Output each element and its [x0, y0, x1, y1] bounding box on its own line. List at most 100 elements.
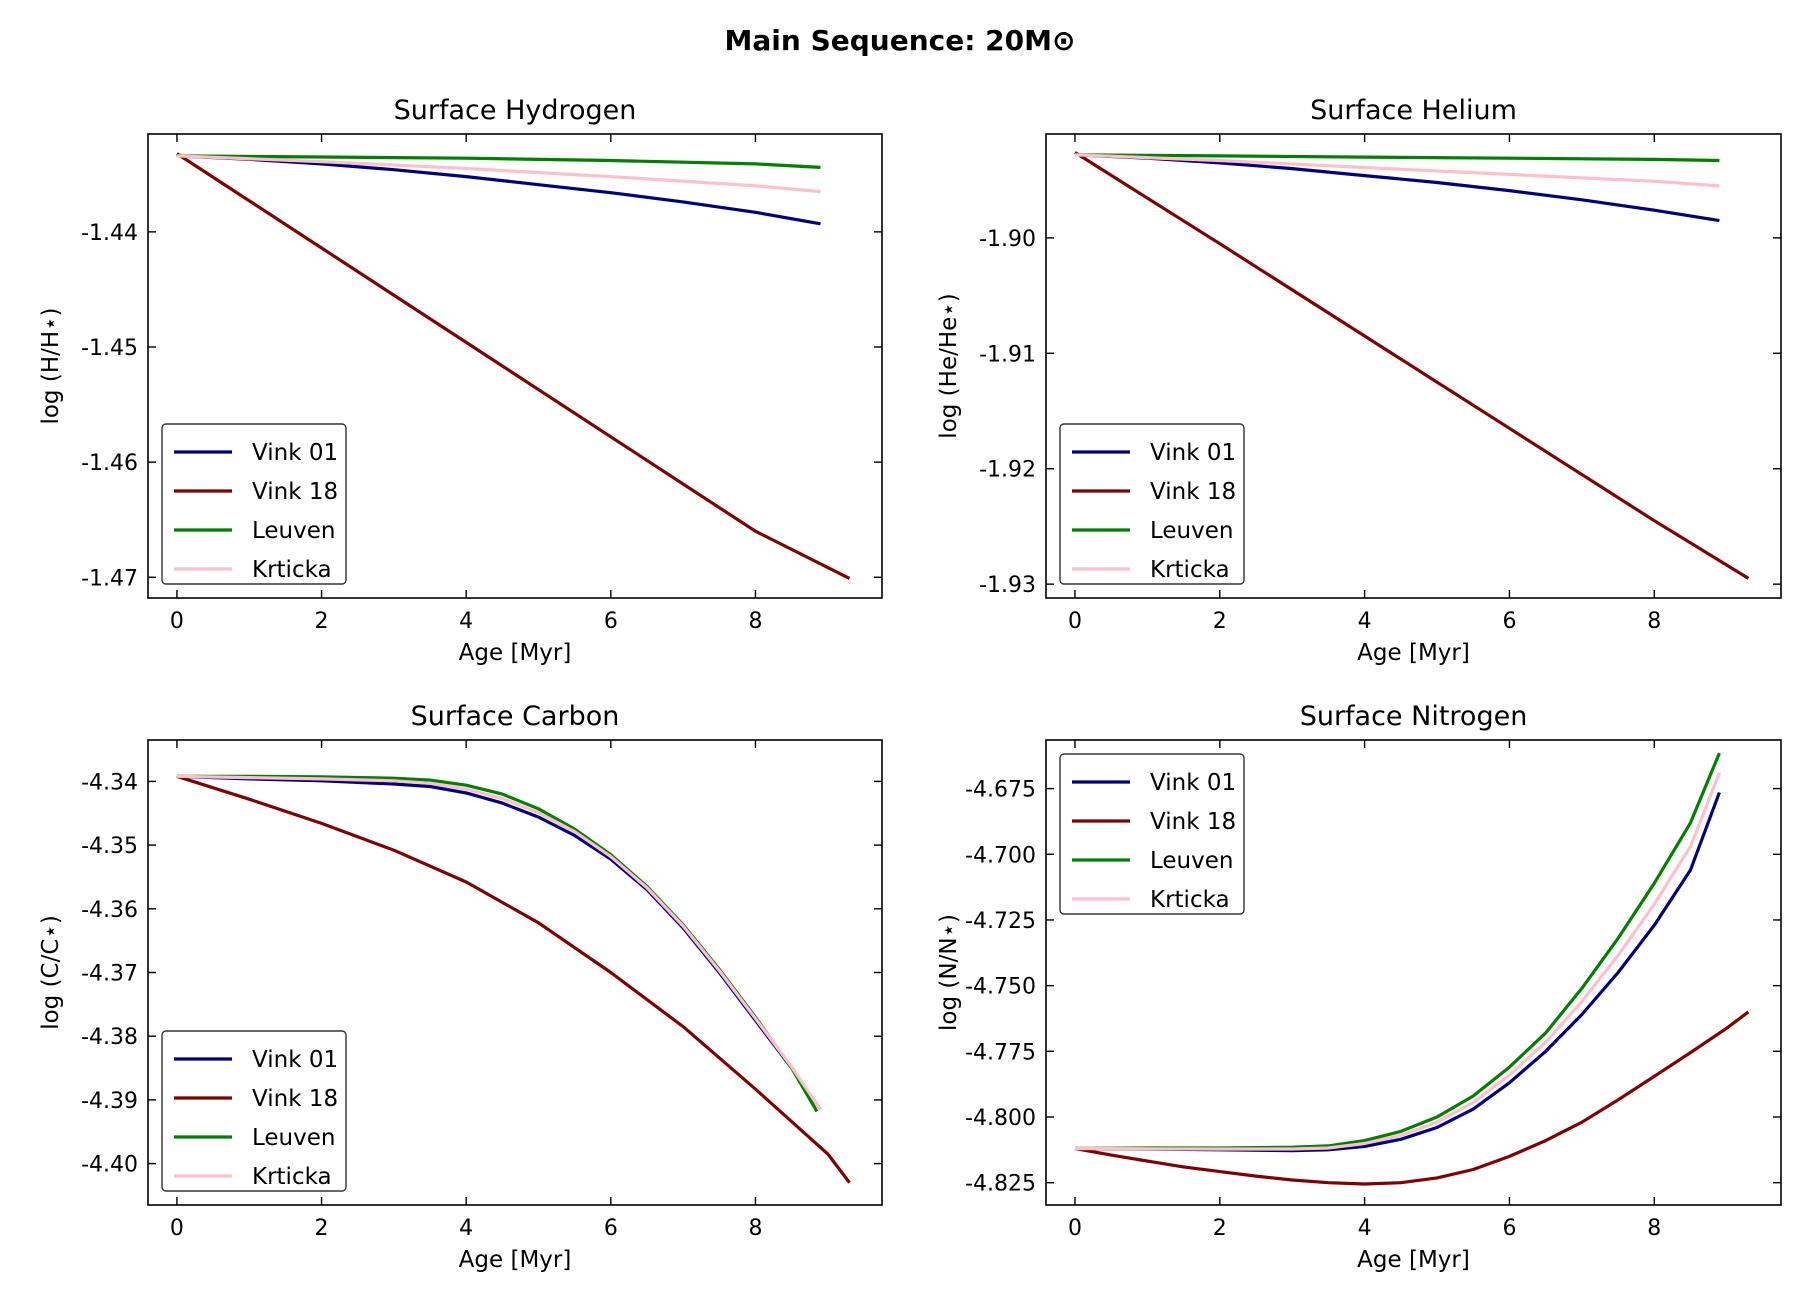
- subplot-2: 0 2 4 6 8 -1.90 -1.91 -1.92 -1.93 Surface Helium A…: [936, 95, 1782, 666]
- subplot-grid: 0 2 4 6 8 -1.44 -1.45 -1.46 -1.47 Surface Hydroge…: [38, 95, 1782, 1273]
- x-tick-label: 8: [1647, 1216, 1661, 1241]
- x-tick-label: 6: [604, 609, 618, 634]
- y-tick-label: -4.35: [81, 834, 138, 859]
- legend-label: Vink 01: [1150, 440, 1236, 466]
- y-tick-label: -4.34: [81, 770, 138, 795]
- x-tick-label: 8: [748, 609, 762, 634]
- legend-label: Leuven: [1150, 848, 1233, 874]
- subplot-3: 0 2 4 6 8 -4.34 -4.35 -4.36 -4.37 -4.38 -4.39 -4.40…: [38, 701, 883, 1273]
- subplot-title: Surface Carbon: [411, 701, 620, 732]
- series-line-vink-18: [176, 152, 851, 580]
- y-tick-label: -4.750: [965, 975, 1036, 1000]
- series-line-vink-18: [1074, 1010, 1750, 1186]
- legend-label: Krticka: [252, 1164, 332, 1190]
- x-axis-label: Age [Myr]: [459, 640, 572, 666]
- subplot-title: Surface Nitrogen: [1300, 701, 1528, 732]
- y-axis-label: log (N/N⋆): [936, 914, 962, 1031]
- y-axis-label: log (C/C⋆): [38, 915, 64, 1030]
- legend-label: Vink 18: [252, 1086, 338, 1112]
- legend-frame: [161, 1030, 347, 1192]
- legend-label: Krticka: [252, 557, 332, 583]
- series-group: [176, 774, 851, 1184]
- x-tick-label: 2: [1213, 1216, 1227, 1241]
- legend-frame: [1059, 753, 1245, 915]
- y-tick-label: -4.700: [965, 843, 1036, 868]
- axes-frame: [1045, 739, 1782, 1206]
- y-tick-label: -1.91: [979, 342, 1036, 367]
- axes-frame: [147, 133, 883, 599]
- x-tick-label: 2: [1213, 609, 1227, 634]
- series-line-vink-18: [176, 774, 851, 1184]
- x-tick-label: 4: [1358, 1216, 1372, 1241]
- subplot-title: Surface Helium: [1310, 95, 1517, 126]
- legend: Vink 01 Vink 18 Leuven Krticka: [161, 423, 347, 585]
- x-tick-label: 4: [1358, 609, 1372, 634]
- legend-label: Vink 18: [1150, 479, 1236, 505]
- y-tick-label: -1.45: [81, 336, 138, 361]
- y-tick-label: -1.90: [979, 227, 1036, 252]
- legend-label: Krticka: [1150, 557, 1230, 583]
- x-tick-label: 0: [170, 1216, 184, 1241]
- y-tick-label: -4.40: [81, 1153, 138, 1178]
- legend-label: Leuven: [1150, 518, 1233, 544]
- legend-label: Vink 18: [1150, 809, 1236, 835]
- y-tick-label: -4.37: [81, 962, 138, 987]
- series-group: [1074, 151, 1750, 580]
- subplot-title: Surface Hydrogen: [394, 95, 637, 126]
- series-line-krticka: [1074, 772, 1721, 1151]
- series-line-leuven: [176, 154, 821, 169]
- y-tick-label: -4.36: [81, 898, 138, 923]
- series-line-krticka: [176, 154, 821, 194]
- legend-frame: [161, 423, 347, 585]
- x-tick-label: 0: [1068, 609, 1082, 634]
- y-tick-label: -4.825: [965, 1172, 1036, 1197]
- y-tick-label: -4.725: [965, 909, 1036, 934]
- legend: Vink 01 Vink 18 Leuven Krticka: [1059, 423, 1245, 585]
- series-line-vink-01: [176, 154, 821, 226]
- y-tick-label: -1.92: [979, 458, 1036, 483]
- x-tick-label: 4: [459, 609, 473, 634]
- y-tick-label: -4.800: [965, 1106, 1036, 1131]
- legend-frame: [1059, 423, 1245, 585]
- legend-label: Vink 18: [252, 479, 338, 505]
- legend-label: Vink 01: [252, 440, 338, 466]
- y-tick-label: -1.93: [979, 573, 1036, 598]
- series-group: [1074, 752, 1750, 1186]
- x-tick-label: 6: [604, 1216, 618, 1241]
- y-tick-label: -4.38: [81, 1025, 138, 1050]
- series-line-krticka: [176, 774, 822, 1111]
- legend: Vink 01 Vink 18 Leuven Krticka: [161, 1030, 347, 1192]
- y-tick-label: -1.44: [81, 221, 138, 246]
- y-tick-label: -1.46: [81, 451, 138, 476]
- y-axis-label: log (H/H⋆): [38, 307, 64, 424]
- legend-label: Vink 01: [252, 1047, 338, 1073]
- x-axis-label: Age [Myr]: [1357, 640, 1470, 666]
- legend-label: Leuven: [252, 518, 335, 544]
- legend-label: Leuven: [252, 1125, 335, 1151]
- x-axis-label: Age [Myr]: [459, 1247, 572, 1273]
- x-tick-label: 8: [748, 1216, 762, 1241]
- subplot-1: 0 2 4 6 8 -1.44 -1.45 -1.46 -1.47 Surface Hydroge…: [38, 95, 883, 666]
- figure-title: Main Sequence: 20M⊙: [725, 24, 1076, 57]
- series-line-krticka: [1074, 153, 1720, 188]
- x-tick-label: 4: [459, 1216, 473, 1241]
- x-tick-label: 2: [315, 1216, 329, 1241]
- x-tick-label: 8: [1647, 609, 1661, 634]
- x-tick-label: 0: [170, 609, 184, 634]
- x-axis-label: Age [Myr]: [1357, 1247, 1470, 1273]
- series-group: [176, 152, 851, 580]
- legend-label: Krticka: [1150, 887, 1230, 913]
- x-tick-label: 6: [1502, 609, 1516, 634]
- legend-label: Vink 01: [1150, 770, 1236, 796]
- y-axis-label: log (He/He⋆): [936, 293, 962, 438]
- x-tick-label: 0: [1068, 1216, 1082, 1241]
- series-line-vink-18: [1074, 151, 1750, 580]
- subplot-4: 0 2 4 6 8 -4.675 -4.700 -4.725 -4.750 -4.775 -4.80…: [936, 701, 1782, 1273]
- x-tick-label: 2: [315, 609, 329, 634]
- series-line-vink-01: [1074, 153, 1720, 223]
- y-tick-label: -1.47: [81, 566, 138, 591]
- y-tick-label: -4.675: [965, 778, 1036, 803]
- y-tick-label: -4.39: [81, 1089, 138, 1114]
- axes-frame: [1045, 133, 1782, 599]
